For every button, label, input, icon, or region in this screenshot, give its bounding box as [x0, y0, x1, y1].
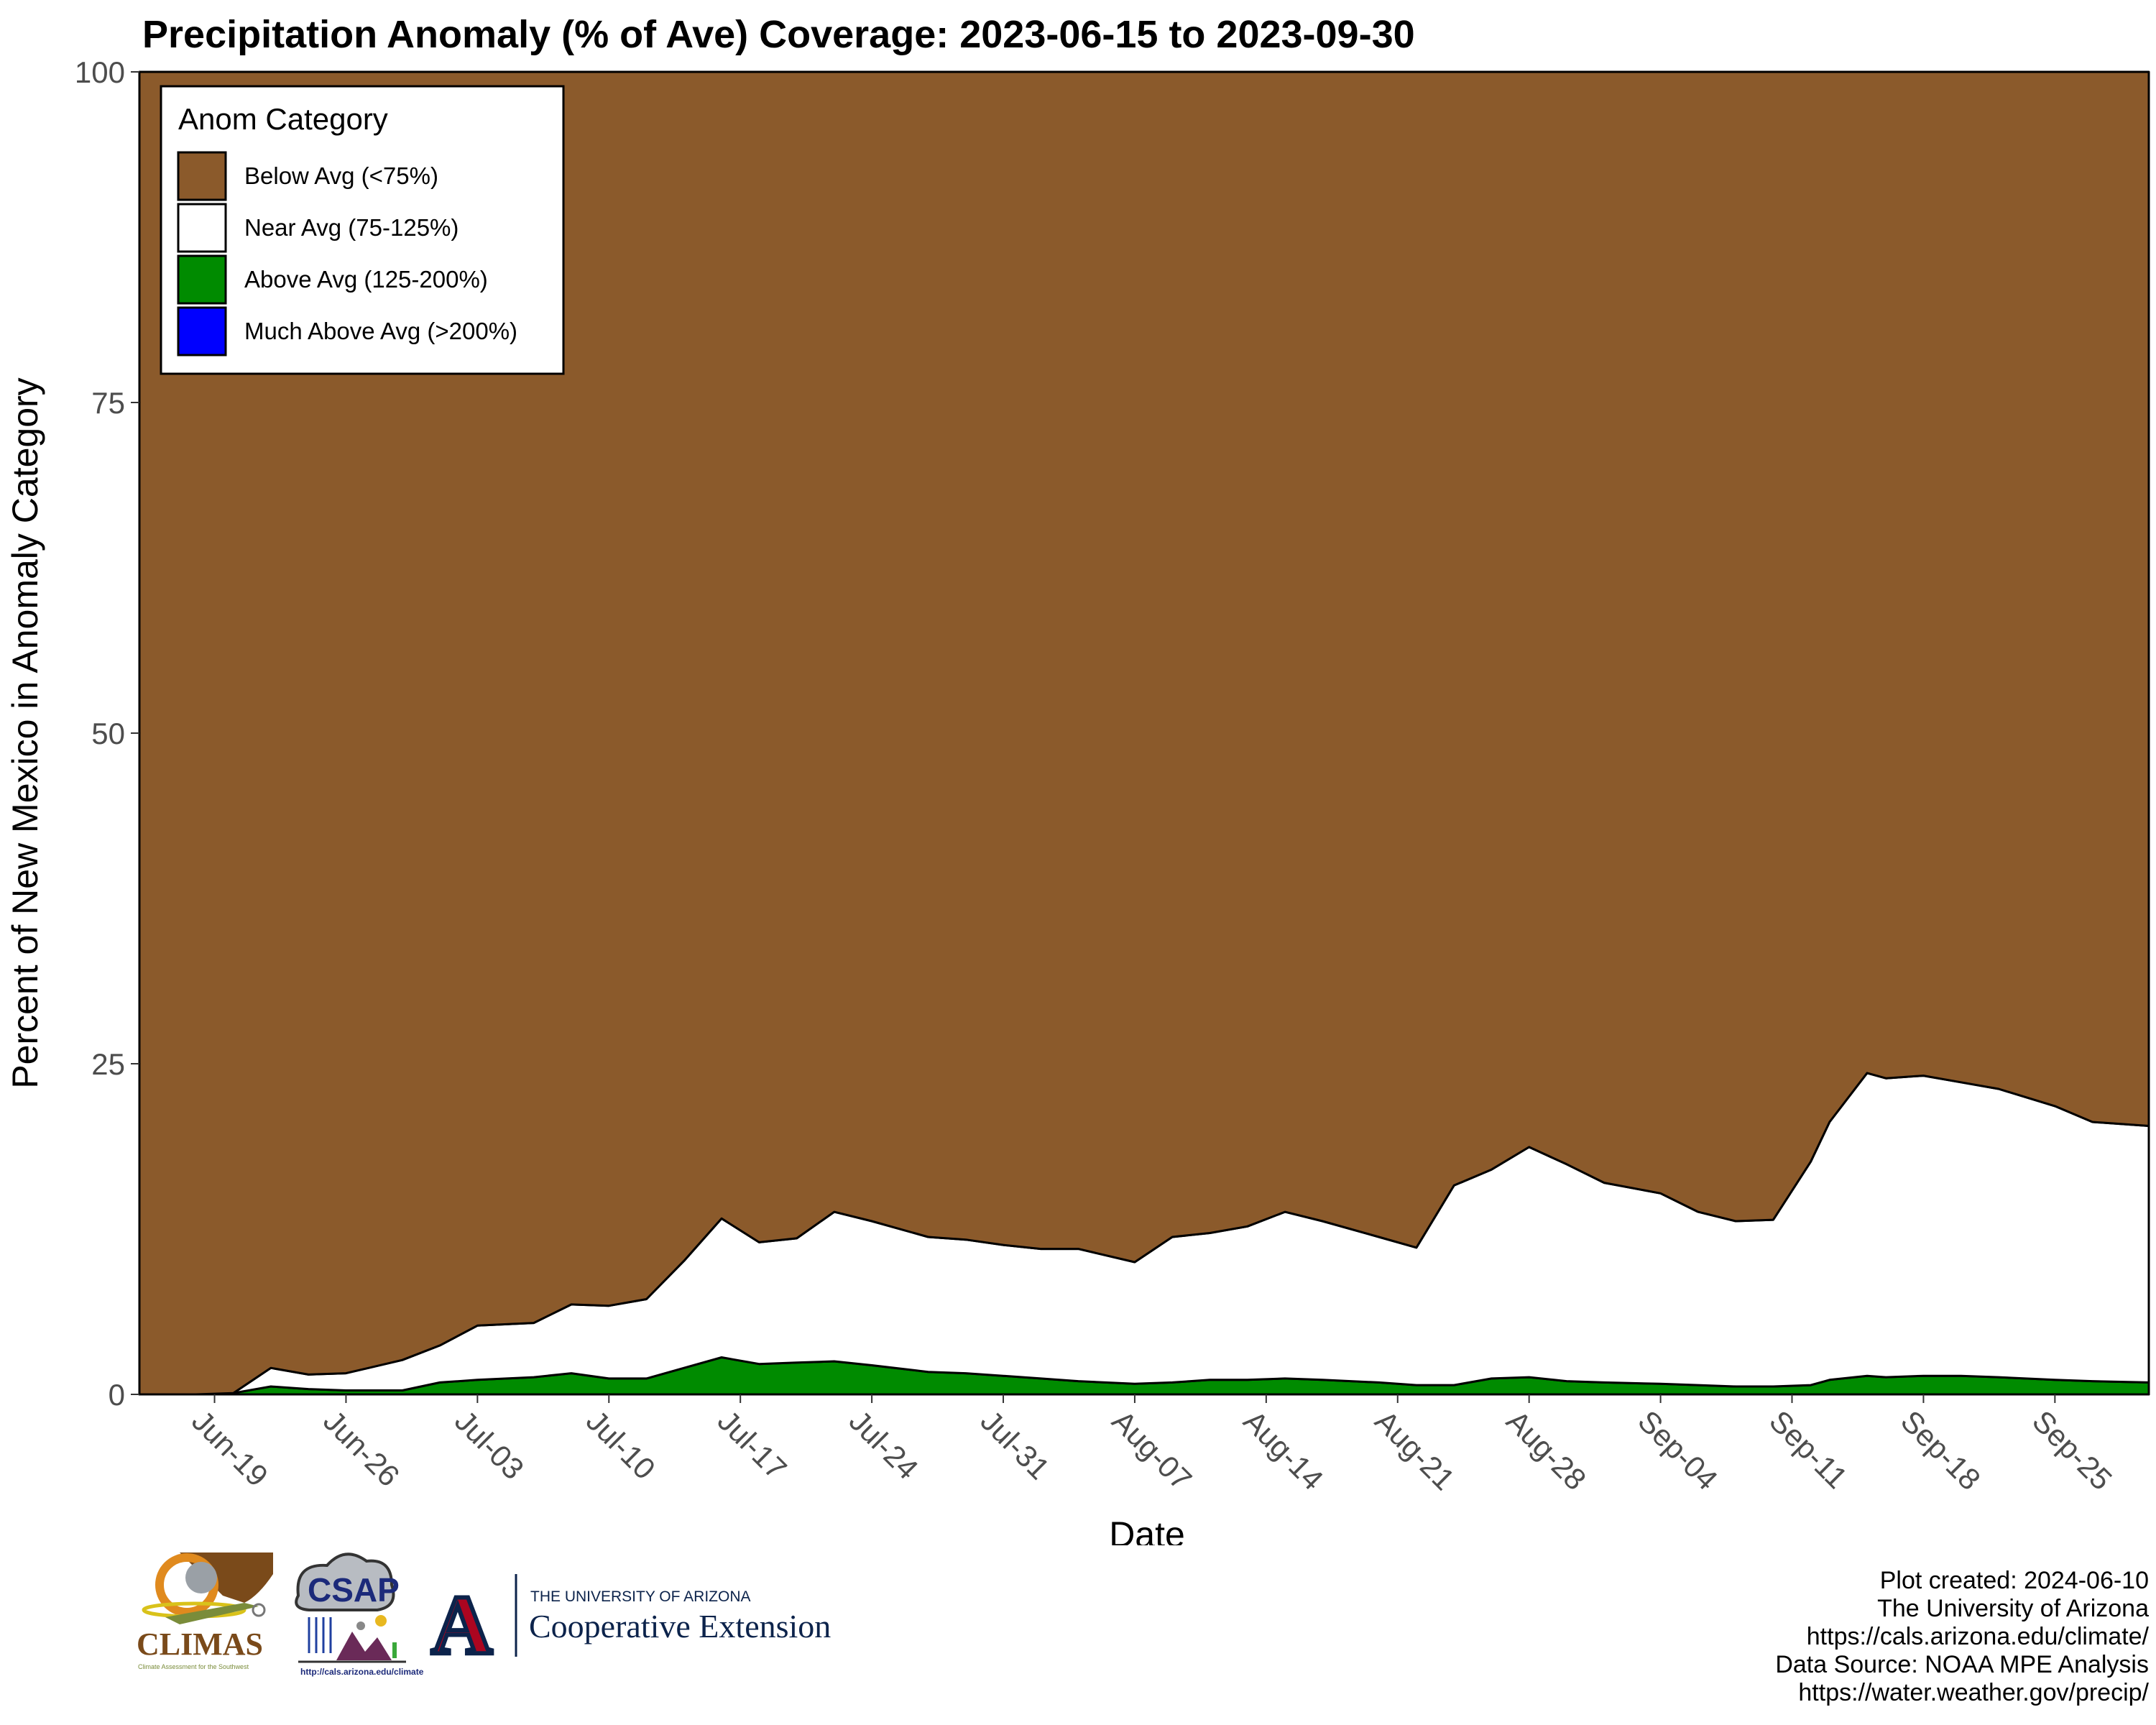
y-axis-ticks: 0 25 50 75 100 — [75, 55, 139, 1412]
ua-line2: Cooperative Extension — [529, 1608, 831, 1644]
credit-line: Data Source: NOAA MPE Analysis — [1775, 1651, 2149, 1678]
y-tick-label: 25 — [91, 1047, 125, 1081]
x-tick-label: Jul-10 — [580, 1404, 662, 1486]
x-tick-label: Aug-21 — [1368, 1404, 1461, 1496]
x-tick-label: Jun-26 — [317, 1404, 406, 1493]
csap-logo: CSAP http://cals.arizona.edu/climate — [295, 1552, 424, 1677]
legend-label: Near Avg (75-125%) — [244, 214, 459, 241]
csap-url: http://cals.arizona.edu/climate — [300, 1667, 424, 1677]
x-tick-label: Sep-18 — [1894, 1404, 1987, 1496]
credit-line: https://cals.arizona.edu/climate/ — [1806, 1623, 2149, 1650]
x-tick-label: Jul-17 — [711, 1404, 793, 1486]
csap-wordmark: CSAP — [308, 1571, 400, 1609]
x-tick-label: Sep-25 — [2026, 1404, 2119, 1496]
legend-swatch — [177, 306, 227, 356]
ua-cooperative-extension-logo: A THE UNIVERSITY OF ARIZONA Cooperative … — [429, 1574, 831, 1674]
chart: Precipitation Anomaly (% of Ave) Coverag… — [5, 13, 2150, 1545]
x-tick-label: Aug-28 — [1500, 1404, 1593, 1496]
legend-label: Much Above Avg (>200%) — [244, 318, 517, 344]
y-tick-label: 50 — [91, 717, 125, 750]
credit-line: https://water.weather.gov/precip/ — [1798, 1679, 2149, 1706]
x-tick-label: Aug-07 — [1106, 1404, 1199, 1496]
legend-entries: Below Avg (<75%) Near Avg (75-125%) Above … — [177, 151, 517, 356]
x-tick-label: Jul-03 — [448, 1404, 530, 1486]
legend-label: Above Avg (125-200%) — [244, 266, 488, 293]
legend-swatch — [177, 151, 227, 201]
x-tick-label: Sep-11 — [1763, 1404, 1854, 1495]
credit-line: The University of Arizona — [1877, 1595, 2149, 1622]
legend-title: Anom Category — [178, 102, 388, 136]
climas-tagline: Climate Assessment for the Southwest — [138, 1663, 249, 1670]
area-below-avg — [138, 70, 2150, 1396]
legend-label: Below Avg (<75%) — [244, 162, 438, 189]
y-tick-label: 0 — [109, 1378, 125, 1412]
x-tick-label: Jul-31 — [975, 1404, 1056, 1486]
x-axis-ticks: Jun-19 Jun-26 Jul-03 Jul-10 Jul-17 Jul-24 Jul-… — [185, 1394, 2119, 1496]
chart-title: Precipitation Anomaly (% of Ave) Coverag… — [142, 13, 1415, 56]
ua-line1: THE UNIVERSITY OF ARIZONA — [530, 1588, 751, 1605]
legend-box — [160, 85, 565, 375]
partner-logos: CLIMAS Climate Assessment for the Southw… — [137, 1552, 831, 1677]
legend-swatch — [177, 203, 227, 253]
y-axis-title: Percent of New Mexico in Anomaly Categor… — [5, 377, 45, 1088]
x-tick-label: Jun-19 — [185, 1404, 275, 1493]
legend-swatch — [177, 254, 227, 305]
climas-logo: CLIMAS Climate Assessment for the Southw… — [137, 1552, 273, 1670]
x-tick-label: Jul-24 — [843, 1404, 925, 1486]
y-tick-label: 100 — [75, 55, 125, 89]
plot-credits: Plot created: 2024-06-10 The University … — [1775, 1567, 2149, 1707]
credit-line: Plot created: 2024-06-10 — [1879, 1567, 2149, 1594]
x-tick-label: Sep-04 — [1631, 1404, 1724, 1496]
y-tick-label: 75 — [91, 386, 125, 420]
area-layers — [138, 70, 2150, 1396]
ua-block-a: A — [431, 1578, 492, 1672]
x-tick-label: Aug-14 — [1237, 1404, 1330, 1496]
legend: Anom Category Below Avg (<75%) Near Avg (… — [160, 85, 565, 375]
x-axis-title: Date — [1109, 1514, 1185, 1545]
climas-wordmark: CLIMAS — [137, 1627, 263, 1662]
